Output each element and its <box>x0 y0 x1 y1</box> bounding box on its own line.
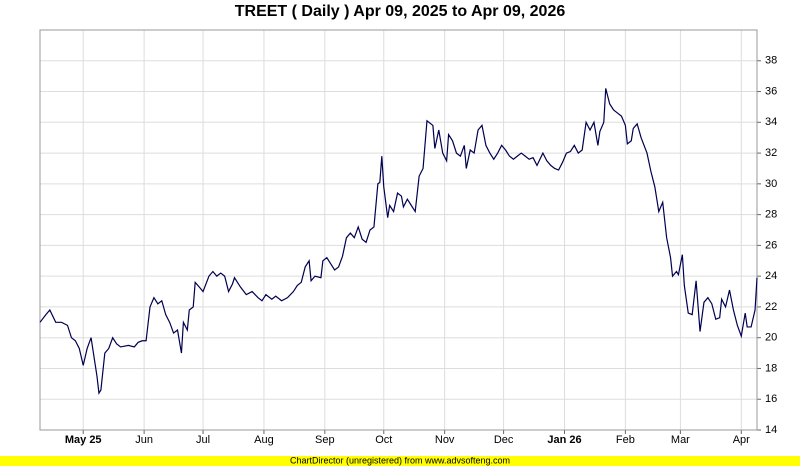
x-tick-label: Sep <box>315 434 335 446</box>
y-tick-label: 34 <box>765 116 777 128</box>
plot-border <box>39 29 758 431</box>
y-tick-label: 26 <box>765 239 777 251</box>
x-tick-label: Nov <box>435 434 455 446</box>
x-tick-label: Oct <box>375 434 392 446</box>
price-line <box>39 88 758 395</box>
y-tick-label: 20 <box>765 332 777 344</box>
footer: ChartDirector (unregistered) from www.ad… <box>290 455 510 465</box>
x-tick-label: May 25 <box>65 434 102 446</box>
y-tick-label: 30 <box>765 178 777 190</box>
x-tick-label: Aug <box>254 434 274 446</box>
y-tick-label: 16 <box>765 393 777 405</box>
y-tick-label: 36 <box>765 85 777 97</box>
x-tick-label: Dec <box>494 434 514 446</box>
x-tick-label: Jan 26 <box>547 434 581 446</box>
y-tick-label: 22 <box>765 301 777 313</box>
y-tick-label: 28 <box>765 209 777 221</box>
plot-area <box>39 29 758 431</box>
x-tick-label: Jun <box>135 434 153 446</box>
footer-bar <box>0 456 800 466</box>
y-tick-label: 32 <box>765 147 777 159</box>
y-tick-label: 18 <box>765 362 777 374</box>
x-tick-label: Apr <box>733 434 750 446</box>
y-tick-label: 24 <box>765 270 777 282</box>
x-tick-label: Jul <box>196 434 210 446</box>
chart-title: TREET ( Daily ) Apr 09, 2025 to Apr 09, … <box>235 3 566 20</box>
x-tick-label: Feb <box>616 434 635 446</box>
y-tick-label: 14 <box>765 424 777 436</box>
y-tick-label: 38 <box>765 55 777 67</box>
x-tick-label: Mar <box>671 434 690 446</box>
